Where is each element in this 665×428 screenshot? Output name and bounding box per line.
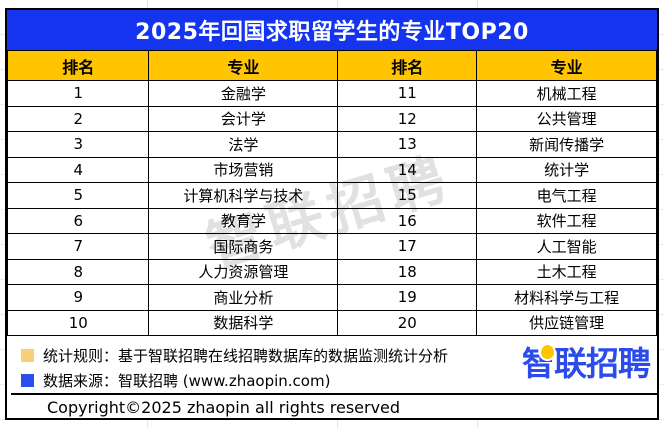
rank-cell: 14: [337, 156, 478, 183]
rank-cell: 1: [6, 80, 150, 107]
rank-cell: 20: [337, 309, 478, 336]
table-row: 3 法学 13 新闻传播学: [6, 131, 657, 158]
rank-cell: 8: [6, 258, 150, 285]
major-cell: 供应链管理: [476, 309, 657, 336]
major-cell: 教育学: [148, 207, 339, 234]
header-row: 排名 专业 排名 专业: [6, 50, 657, 81]
copyright-text: Copyright©2025 zhaopin all rights reserv…: [47, 397, 401, 417]
zhaopin-logo: 智联招聘: [522, 343, 651, 385]
major-cell: 数据科学: [148, 309, 339, 336]
ranking-table: 排名 专业 排名 专业 1 金融学 11 机械工程 2 会计学 12 公共管理 3 法学 13 新闻传…: [6, 50, 657, 336]
column-header-rank-left: 排名: [6, 50, 150, 81]
major-cell: 市场营销: [148, 156, 339, 183]
rank-cell: 16: [337, 207, 478, 234]
major-cell: 法学: [148, 131, 339, 158]
rank-cell: 12: [337, 105, 478, 132]
rank-cell: 15: [337, 182, 478, 209]
legend-label: 数据来源：智联招聘 (www.zhaopin.com): [43, 372, 331, 390]
table-row: 4 市场营销 14 统计学: [6, 156, 657, 183]
rank-cell: 17: [337, 233, 478, 260]
rank-cell: 13: [337, 131, 478, 158]
legend-section: 统计规则：基于智联招聘在线招聘数据库的数据监测统计分析 数据来源：智联招聘 (w…: [7, 336, 657, 393]
column-header-major-left: 专业: [148, 50, 339, 81]
major-cell: 人工智能: [476, 233, 657, 260]
table-row: 10 数据科学 20 供应链管理: [6, 309, 657, 336]
rank-cell: 9: [6, 284, 150, 311]
ranking-table-body: 1 金融学 11 机械工程 2 会计学 12 公共管理 3 法学 13 新闻传播学 4 市场营销 14 统计学…: [6, 80, 657, 336]
major-cell: 商业分析: [148, 284, 339, 311]
rank-cell: 6: [6, 207, 150, 234]
major-cell: 土木工程: [476, 258, 657, 285]
legend-item-statistics-rule: 统计规则：基于智联招聘在线招聘数据库的数据监测统计分析: [21, 343, 657, 368]
major-cell: 计算机科学与技术: [148, 182, 339, 209]
logo-yellow-dot-icon: [541, 345, 554, 359]
major-cell: 国际商务: [148, 233, 339, 260]
major-cell: 软件工程: [476, 207, 657, 234]
rank-cell: 3: [6, 131, 150, 158]
rank-cell: 11: [337, 80, 478, 107]
major-cell: 金融学: [148, 80, 339, 107]
major-cell: 新闻传播学: [476, 131, 657, 158]
major-cell: 统计学: [476, 156, 657, 183]
column-header-rank-right: 排名: [337, 50, 478, 81]
table-row: 9 商业分析 19 材料科学与工程: [6, 284, 657, 311]
report-card: 2025年回国求职留学生的专业TOP20 排名 专业 排名 专业 1 金融学 11 机…: [5, 8, 659, 420]
column-header-major-right: 专业: [476, 50, 657, 81]
rank-cell: 10: [6, 309, 150, 336]
legend-swatch-yellow: [21, 349, 34, 362]
major-cell: 电气工程: [476, 182, 657, 209]
legend-item-data-source: 数据来源：智联招聘 (www.zhaopin.com): [21, 368, 657, 393]
rank-cell: 4: [6, 156, 150, 183]
table-row: 2 会计学 12 公共管理: [6, 105, 657, 132]
rank-cell: 7: [6, 233, 150, 260]
table-row: 6 教育学 16 软件工程: [6, 207, 657, 234]
table-row: 5 计算机科学与技术 15 电气工程: [6, 182, 657, 209]
table-row: 1 金融学 11 机械工程: [6, 80, 657, 107]
rank-cell: 19: [337, 284, 478, 311]
major-cell: 人力资源管理: [148, 258, 339, 285]
rank-cell: 5: [6, 182, 150, 209]
table-row: 8 人力资源管理 18 土木工程: [6, 258, 657, 285]
title-bar: 2025年回国求职留学生的专业TOP20: [7, 10, 657, 50]
major-cell: 机械工程: [476, 80, 657, 107]
copyright-bar: Copyright©2025 zhaopin all rights reserv…: [11, 393, 657, 419]
page-title: 2025年回国求职留学生的专业TOP20: [135, 20, 529, 45]
logo-wordmark: 智联招聘: [522, 343, 651, 385]
legend-label: 统计规则：基于智联招聘在线招聘数据库的数据监测统计分析: [43, 347, 449, 365]
major-cell: 材料科学与工程: [476, 284, 657, 311]
table-row: 7 国际商务 17 人工智能: [6, 233, 657, 260]
rank-cell: 2: [6, 105, 150, 132]
major-cell: 会计学: [148, 105, 339, 132]
legend-swatch-blue: [21, 374, 34, 387]
major-cell: 公共管理: [476, 105, 657, 132]
ranking-table-header: 排名 专业 排名 专业: [6, 50, 657, 81]
rank-cell: 18: [337, 258, 478, 285]
